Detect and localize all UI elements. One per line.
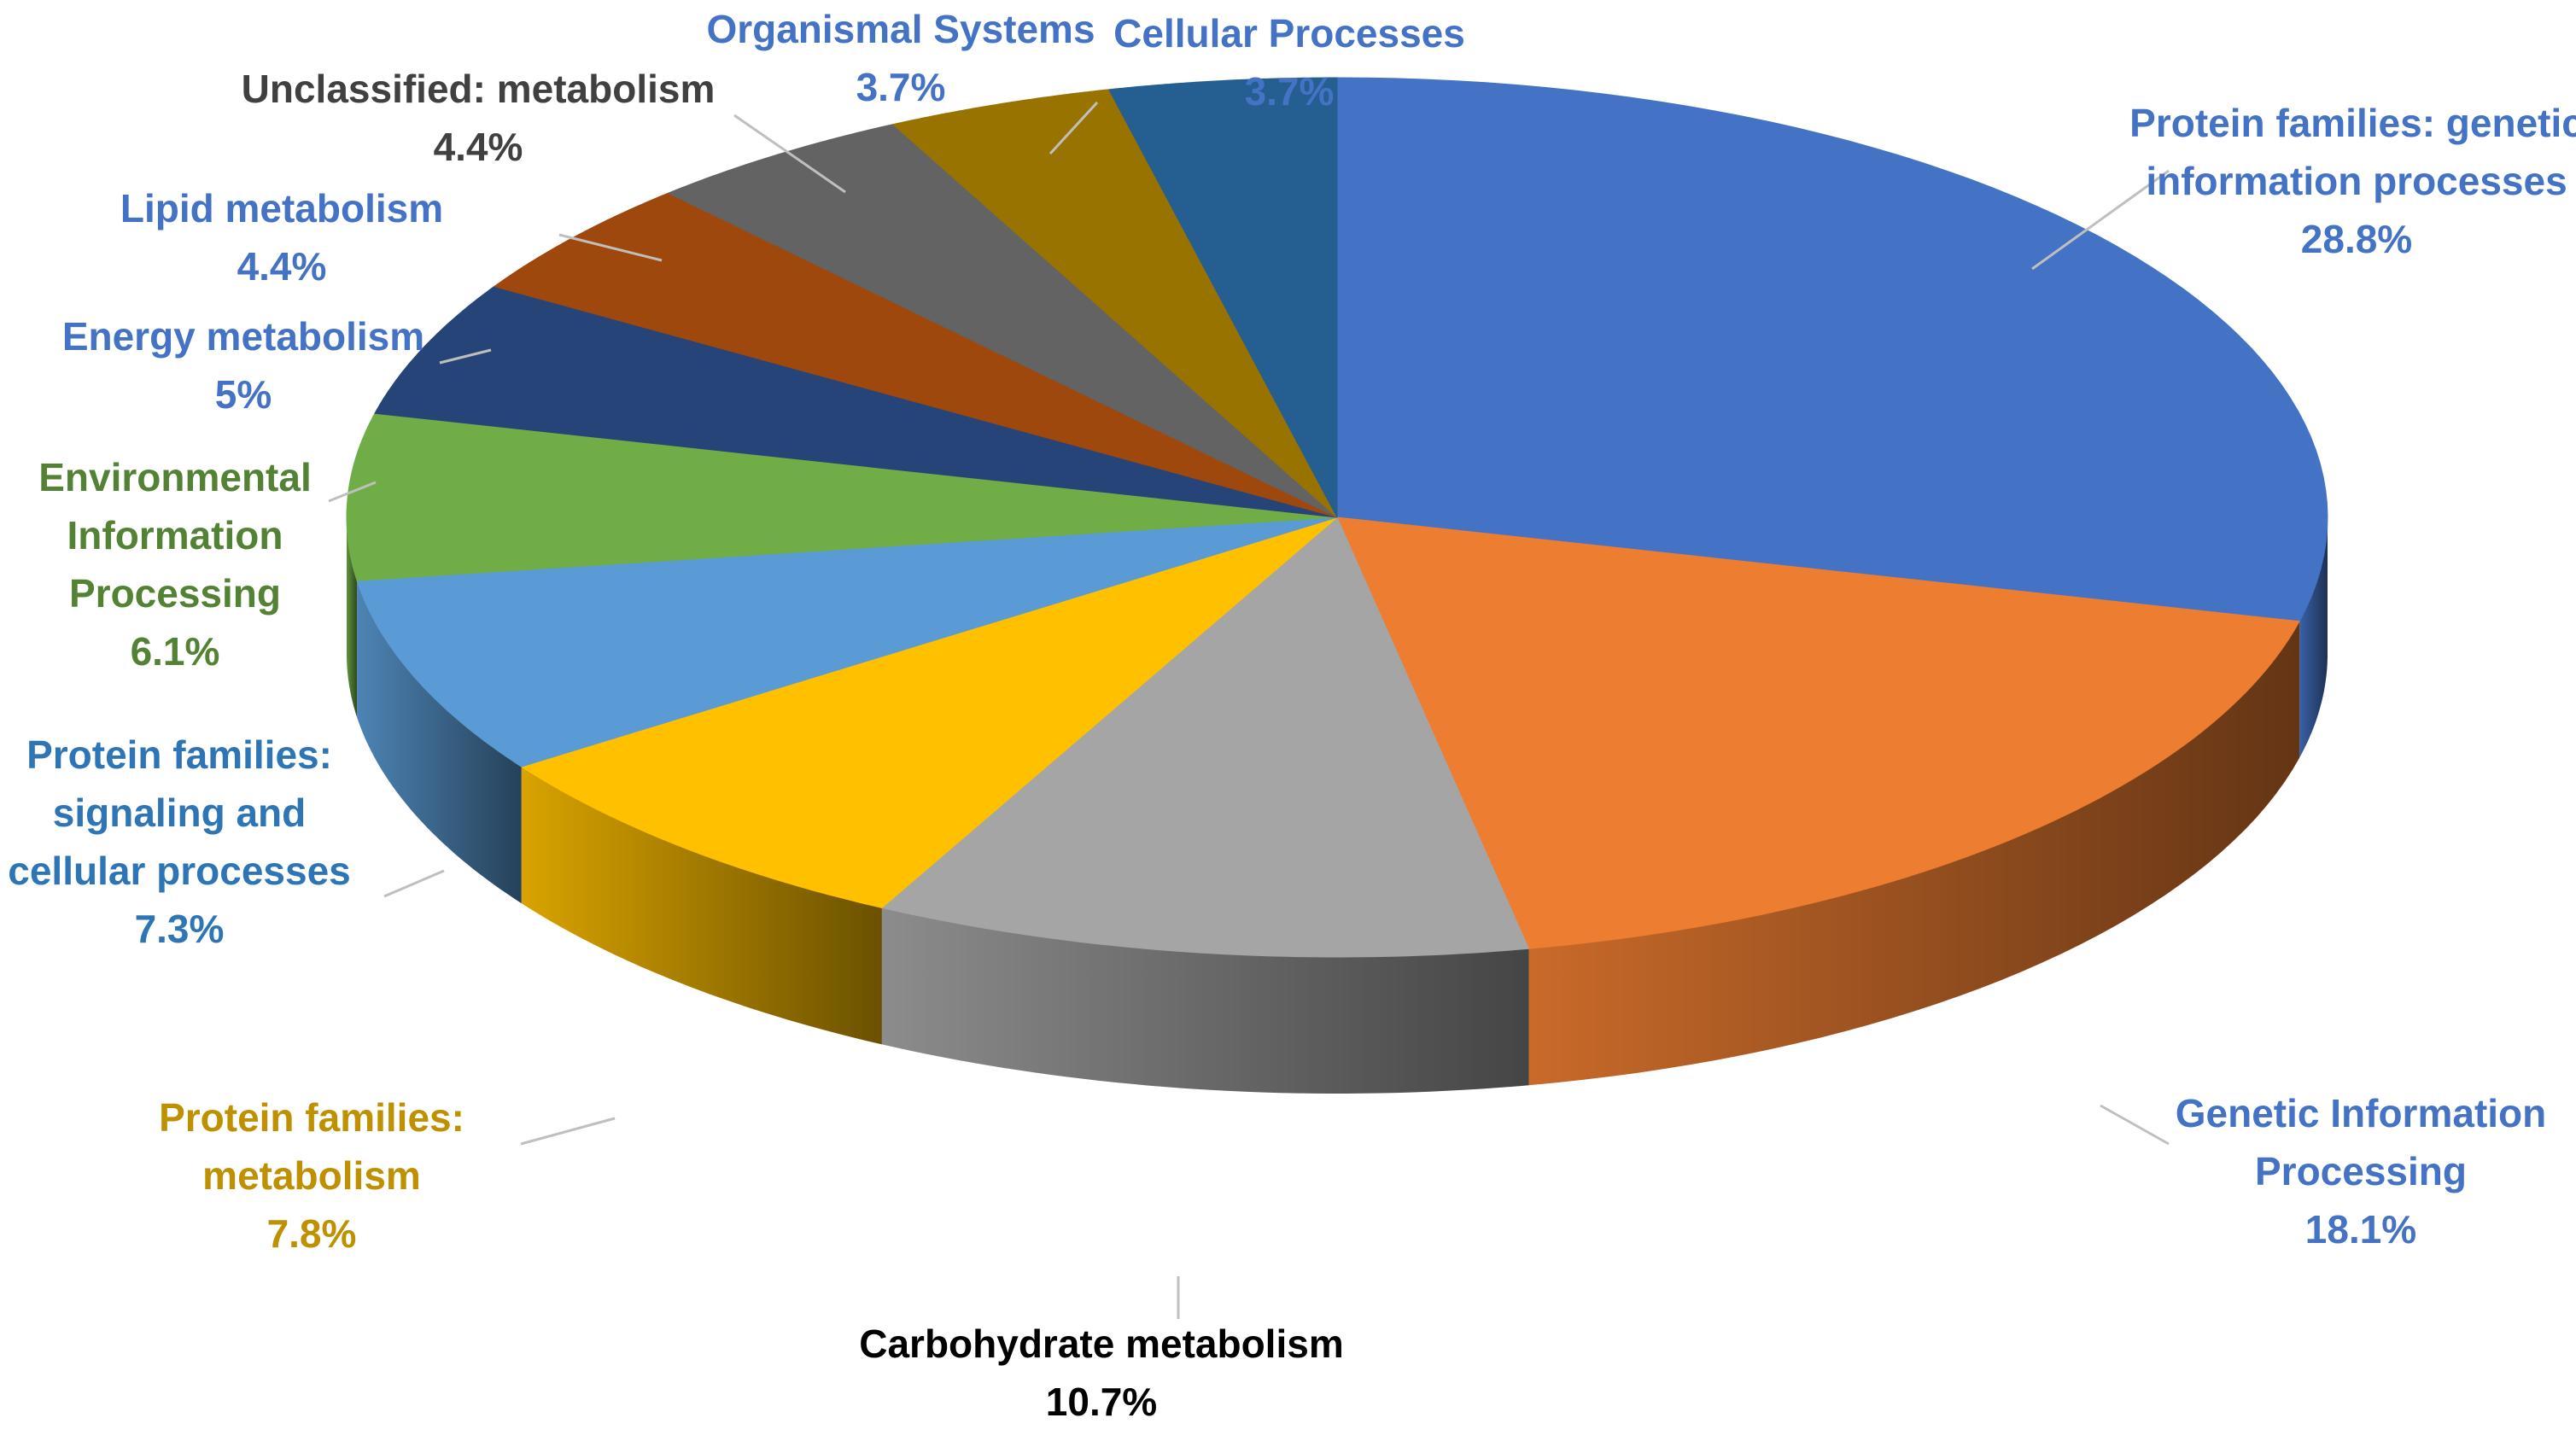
slice-environmental-information-processing bbox=[346, 412, 1338, 581]
slice-lipid-metabolism bbox=[494, 192, 1338, 518]
data-label-name: Organismal Systems bbox=[706, 7, 1095, 51]
pie-top-faces bbox=[346, 77, 2328, 958]
data-label-cellular-processes: Cellular Processes 3.7% bbox=[1113, 11, 1465, 114]
data-label-value: 6.1% bbox=[131, 629, 220, 674]
data-label-name: Protein families: genetic bbox=[2129, 101, 2576, 145]
leader-lines bbox=[328, 101, 2170, 1319]
data-label-genetic-information-processing: Genetic Information Processing 18.1% bbox=[2176, 1091, 2546, 1252]
slice-carbohydrate-metabolism bbox=[881, 516, 1529, 958]
data-label-name: Cellular Processes bbox=[1113, 11, 1465, 55]
data-label-name: Environmental bbox=[38, 455, 312, 499]
data-label-name: Energy metabolism bbox=[62, 314, 424, 359]
data-label-name: Carbohydrate metabolism bbox=[859, 1322, 1343, 1366]
slice-side-protein-families-genetic-information-processes bbox=[2299, 517, 2328, 758]
data-label-value: 7.3% bbox=[135, 907, 225, 951]
data-label-name: Processing bbox=[2255, 1149, 2467, 1193]
data-label-protein-families-genetic-information-processes: Protein families: genetic information pro… bbox=[2129, 101, 2576, 261]
data-label-name: Protein families: bbox=[159, 1095, 464, 1140]
slice-side-environmental-information-processing bbox=[347, 517, 358, 718]
data-label-value: 4.4% bbox=[237, 244, 327, 289]
data-label-organismal-systems: Organismal Systems 3.7% bbox=[706, 7, 1095, 109]
leader-line-lipid-metabolism bbox=[558, 233, 663, 262]
slice-energy-metabolism bbox=[374, 286, 1338, 518]
data-label-name: Genetic Information bbox=[2176, 1091, 2546, 1135]
data-label-value: 4.4% bbox=[434, 125, 523, 169]
data-label-name: cellular processes bbox=[8, 849, 350, 893]
leader-line-unclassified-metabolism bbox=[733, 114, 846, 194]
leader-line-genetic-information-processing bbox=[2100, 1104, 2170, 1146]
slice-organismal-systems bbox=[892, 89, 1338, 518]
pie-depth-sides bbox=[347, 517, 2328, 1094]
data-label-name: Protein families: bbox=[26, 732, 332, 777]
data-label-name: information processes bbox=[2146, 159, 2567, 203]
data-label-name: Processing bbox=[69, 571, 281, 616]
data-label-value: 7.8% bbox=[267, 1211, 357, 1256]
data-label-protein-families-signaling-and-cellular-processes: Protein families: signaling and cellular p… bbox=[8, 732, 350, 951]
slice-protein-families-signaling-and-cellular-processes bbox=[356, 516, 1338, 767]
data-label-value: 10.7% bbox=[1046, 1380, 1157, 1424]
slice-cellular-processes bbox=[1108, 77, 1338, 518]
data-label-value: 5% bbox=[215, 372, 272, 417]
slice-protein-families-genetic-information-processes bbox=[1336, 77, 2328, 622]
data-label-lipid-metabolism: Lipid metabolism 4.4% bbox=[120, 186, 443, 289]
slice-side-genetic-information-processing bbox=[1528, 621, 2300, 1086]
slice-genetic-information-processing bbox=[1336, 516, 2300, 949]
data-label-carbohydrate-metabolism: Carbohydrate metabolism 10.7% bbox=[859, 1322, 1343, 1424]
leader-line-protein-families-signaling-and-cellular-processes bbox=[383, 869, 445, 898]
data-label-name: Lipid metabolism bbox=[120, 186, 443, 230]
slice-side-protein-families-signaling-and-cellular-processes bbox=[357, 581, 522, 904]
data-label-environmental-information-processing: Environmental Information Processing 6.1% bbox=[38, 455, 312, 674]
slice-side-carbohydrate-metabolism bbox=[881, 907, 1529, 1094]
data-label-energy-metabolism: Energy metabolism 5% bbox=[62, 314, 424, 417]
data-label-value: 3.7% bbox=[856, 65, 946, 109]
leader-line-protein-families-genetic-information-processes bbox=[2031, 169, 2170, 271]
slice-side-protein-families-metabolism bbox=[521, 767, 882, 1045]
leader-line-environmental-information-processing bbox=[328, 481, 377, 503]
data-label-name: signaling and bbox=[53, 791, 306, 835]
leader-line-cellular-processes bbox=[1049, 101, 1099, 155]
data-label-unclassified-metabolism: Unclassified: metabolism 4.4% bbox=[242, 67, 716, 169]
data-label-name: metabolism bbox=[202, 1153, 421, 1198]
data-label-value: 3.7% bbox=[1245, 69, 1335, 114]
leader-line-energy-metabolism bbox=[439, 348, 492, 365]
slice-labels: Protein families: genetic information pro… bbox=[8, 7, 2576, 1424]
slice-protein-families-metabolism bbox=[521, 516, 1338, 908]
data-label-protein-families-metabolism: Protein families: metabolism 7.8% bbox=[159, 1095, 464, 1256]
data-label-name: Unclassified: metabolism bbox=[242, 67, 716, 111]
leader-line-protein-families-metabolism bbox=[520, 1117, 616, 1146]
slice-unclassified-metabolism bbox=[668, 124, 1338, 518]
data-label-name: Information bbox=[67, 513, 283, 557]
data-label-value: 28.8% bbox=[2301, 217, 2412, 261]
data-label-value: 18.1% bbox=[2305, 1207, 2416, 1252]
